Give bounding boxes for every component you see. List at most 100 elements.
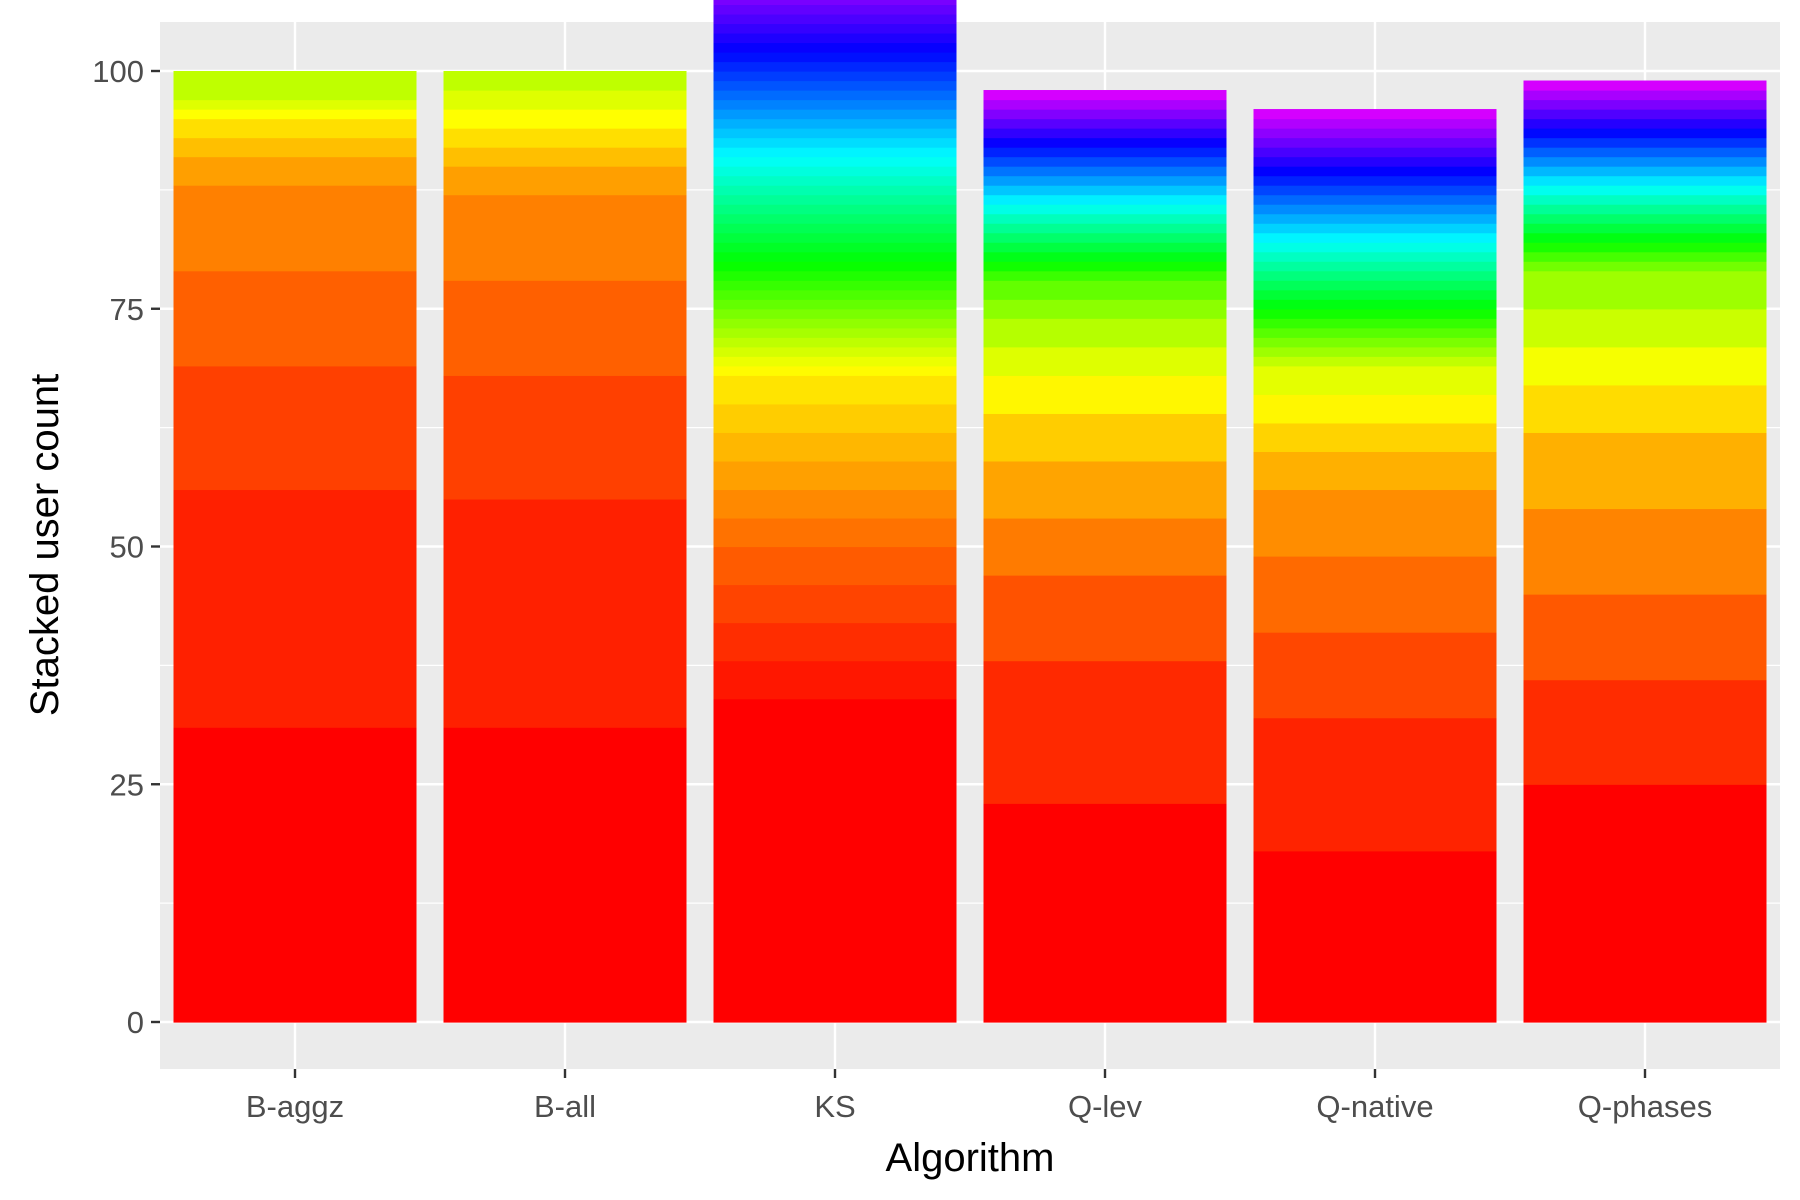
x-tick-label: B-aggz [246, 1089, 344, 1124]
bar-segment [713, 223, 957, 234]
bar-segment [983, 118, 1227, 129]
bar-segment [173, 137, 417, 158]
bars [173, 0, 1767, 1023]
bar-segment [983, 413, 1227, 462]
bar-segment [443, 498, 687, 728]
bar-segment [443, 109, 687, 129]
bar-segment [713, 460, 957, 491]
bar-segment [713, 194, 957, 205]
bar-segment [983, 660, 1227, 804]
bar-segment [983, 90, 1227, 101]
bar-segment [713, 23, 957, 34]
bar-segment [713, 318, 957, 329]
bar-segment [1523, 232, 1767, 243]
bar-segment [713, 232, 957, 243]
bar-segment [443, 727, 687, 1023]
bar-segment [713, 109, 957, 120]
bar-segment [1523, 346, 1767, 386]
bar-segment [713, 99, 957, 110]
bar-segment [983, 517, 1227, 576]
bar-segment [713, 80, 957, 91]
bar-segment [1253, 346, 1497, 357]
bar-segment [983, 194, 1227, 205]
bar-segment [983, 204, 1227, 215]
y-axis: 0 25 50 75 100 [92, 54, 160, 1040]
bar-segment [983, 137, 1227, 148]
bar-segment [713, 71, 957, 82]
bar-segment [713, 213, 957, 224]
x-axis-title: Algorithm [886, 1136, 1055, 1180]
bar-segment [1253, 308, 1497, 319]
bar-segment [983, 223, 1227, 234]
bar-segment [983, 166, 1227, 177]
bar-segment [983, 99, 1227, 110]
bar-segment [983, 175, 1227, 186]
bar-segment [713, 517, 957, 548]
bar-segment [1523, 99, 1767, 110]
bar-segment [1523, 137, 1767, 148]
bar-segment [1253, 451, 1497, 491]
bar-segment [713, 432, 957, 462]
bar-segment [173, 489, 417, 728]
bar-segment [713, 4, 957, 15]
y-tick-label: 0 [127, 1005, 144, 1040]
bar-segment [1253, 204, 1497, 215]
bar-segment [1253, 556, 1497, 633]
bar-segment [1253, 166, 1497, 177]
bar-segment [983, 460, 1227, 519]
bar-segment [983, 109, 1227, 120]
bar-segment [713, 32, 957, 44]
bar-segment [713, 51, 957, 63]
bar-segment [1253, 717, 1497, 852]
bar-segment [1253, 251, 1497, 262]
bar-segment [1523, 118, 1767, 129]
bar-segment [713, 251, 957, 262]
bar-segment [1253, 128, 1497, 139]
bar-segment [1253, 223, 1497, 234]
bar-segment [983, 375, 1227, 414]
y-axis-title: Stacked user count [23, 374, 67, 716]
bar-segment [443, 375, 687, 500]
bar-segment [713, 90, 957, 101]
bar-segment [173, 727, 417, 1023]
bar-segment [1523, 679, 1767, 785]
bar-segment [713, 242, 957, 253]
bar-segment [1523, 175, 1767, 186]
bar-segment [1523, 204, 1767, 215]
bar-segment [713, 489, 957, 519]
y-tick-label: 25 [110, 767, 144, 802]
bar-segment [1523, 156, 1767, 167]
bar-segment [443, 128, 687, 148]
bar-segment [983, 318, 1227, 348]
bar-segment [1523, 147, 1767, 158]
bar-segment [1523, 508, 1767, 595]
bar-segment [1253, 289, 1497, 300]
bar-segment [173, 99, 417, 110]
bar-segment [443, 90, 687, 110]
bar-segment [173, 71, 417, 101]
bar-segment [1253, 118, 1497, 129]
bar-segment [1253, 632, 1497, 719]
bar-segment [1253, 394, 1497, 424]
bar-segment [713, 13, 957, 25]
bar-segment [1523, 270, 1767, 310]
x-tick-label: B-all [534, 1089, 596, 1124]
bar-segment [1253, 232, 1497, 243]
bar-segment [1253, 185, 1497, 196]
bar-segment [983, 156, 1227, 167]
bar-segment [713, 403, 957, 433]
bar-segment [983, 232, 1227, 243]
bar-segment [713, 0, 957, 6]
x-axis: B-aggz B-all KS Q-lev Q-native Q-phases [246, 1069, 1712, 1124]
bar-segment [1253, 365, 1497, 395]
bar-segment [983, 299, 1227, 319]
bar-segment [1523, 194, 1767, 205]
bar-segment [443, 194, 687, 281]
bar-segment [713, 337, 957, 348]
bar-segment [1523, 261, 1767, 272]
bar-segment [1523, 90, 1767, 101]
bar-segment [443, 147, 687, 167]
bar-segment [713, 622, 957, 662]
bar-segment [173, 118, 417, 139]
bar-segment [1253, 356, 1497, 367]
